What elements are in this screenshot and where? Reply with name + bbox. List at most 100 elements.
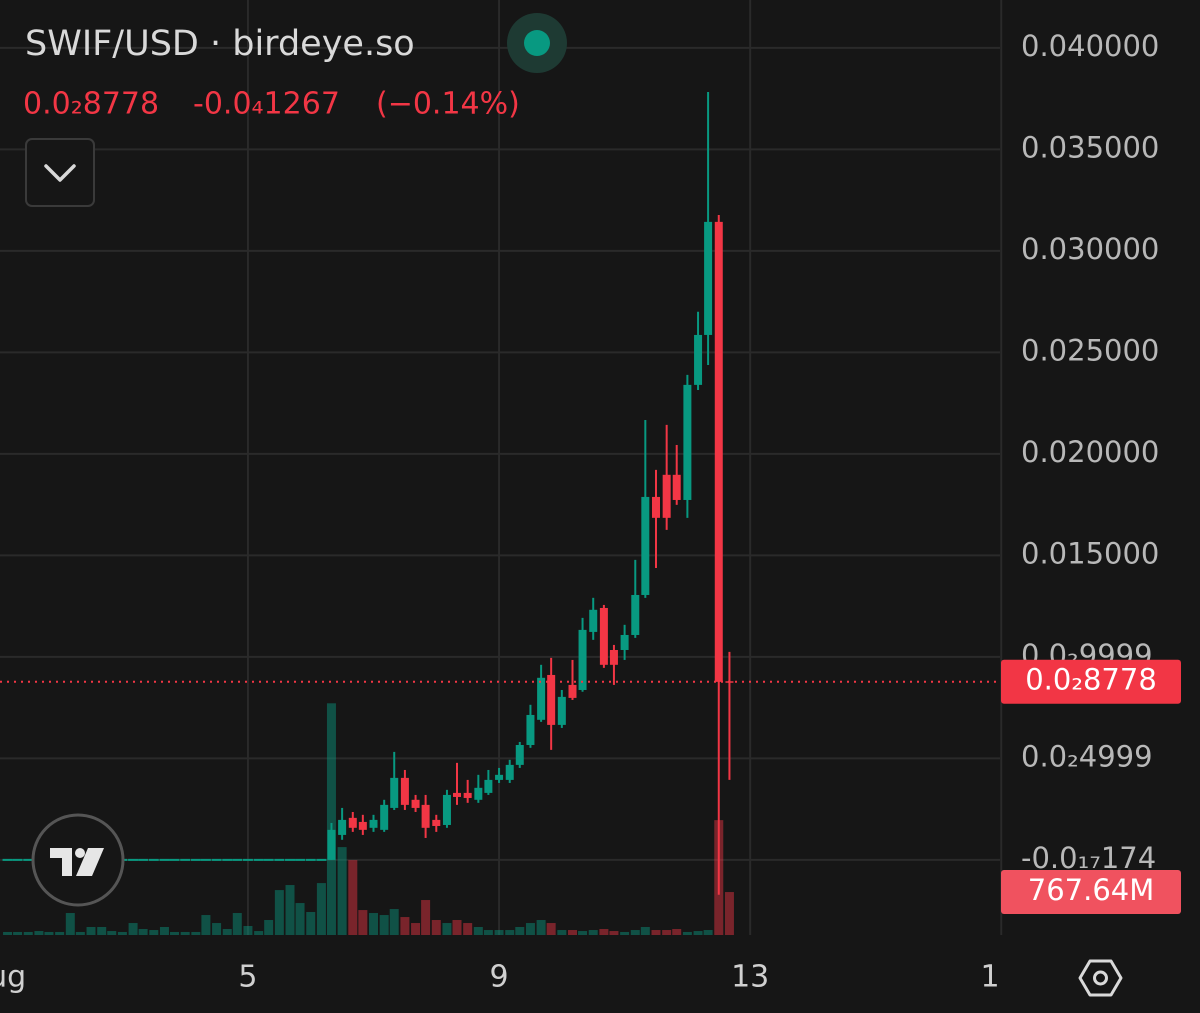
volume-bar [222,929,232,935]
volume-bar [525,923,535,935]
volume-bar [55,931,65,935]
volume-bar [13,931,23,935]
volume-bar [578,931,588,935]
volume-bar [3,931,13,935]
volume-bar [515,926,525,935]
volume-bar [693,931,703,935]
volume-bar [285,885,295,935]
volume-bar [609,931,619,935]
volume-bar [306,912,316,935]
volume-bar [411,923,421,935]
volume-bar [254,931,264,935]
volume-bar [483,930,493,935]
axis-tags: 0.0₂8778 767.64M [0,659,1181,915]
status-dot [524,30,550,56]
volume-bar [536,920,546,935]
candle-body [369,819,378,828]
price-change-pct: (−0.14%) [376,87,520,122]
candle-body [599,607,608,665]
x-tick-label: 9 [490,960,509,995]
volume-bar [295,903,305,935]
volume-bar [138,929,148,935]
candle-body [694,334,703,385]
candle-body [358,821,367,830]
tradingview-logo[interactable] [31,813,125,907]
volume-bar [326,703,336,935]
y-tick-label: 0.030000 [1021,232,1159,266]
volume-bar [473,926,483,935]
candle-body [432,819,441,826]
volume-bar [337,847,347,935]
volume-bar [494,930,504,935]
volume-bar [212,923,222,935]
volume-bar [505,930,515,935]
chart-title: SWIF/USD · birdeye.so [25,24,415,64]
volume-bar [724,892,734,935]
x-tick-label: Aug [0,960,26,995]
candle-body [651,496,660,518]
price-tag-label: 0.0₂8778 [1025,663,1157,697]
settings-button[interactable] [1078,959,1123,997]
volume-bar [191,931,201,935]
candle-body [463,792,472,798]
volume-bar [389,909,399,935]
x-tick-label: 13 [731,960,769,995]
volume-bar [75,931,85,935]
settings-center [1093,970,1108,986]
volume-bar [682,931,692,935]
chevron-icon [44,164,76,182]
candle-body [505,764,514,780]
volume-bar [599,929,609,935]
candle-body [526,714,535,745]
volume-bar [348,860,358,935]
candle-body [714,221,723,682]
volume-bar [662,930,672,935]
grid [0,0,1003,935]
volume-bar [400,917,410,935]
volume-bar [159,926,169,935]
volume-tag [1001,870,1181,915]
volume-bar [232,913,242,935]
candle-body [537,677,546,720]
collapse-button[interactable] [25,138,95,207]
collapse-box [25,138,95,207]
volume-bar [264,920,274,935]
candle-body [609,649,618,665]
volume-bar [703,930,713,935]
candle-body [421,804,430,828]
volume-bar [640,926,650,935]
candle-body [578,629,587,690]
candle-body [484,779,493,793]
candle-body [442,794,451,825]
volume-bar [568,930,578,935]
candle-body [557,696,566,725]
candle-body [390,777,399,808]
y-tick-label: -0.0₁₇174 [1021,841,1156,875]
volume-bar [65,913,75,935]
candle-body [589,609,598,632]
volume-bar [149,930,159,935]
axis: 0.040000 0.035000 0.030000 0.025000 0.020000… [0,29,1159,995]
volume-bar [274,890,284,935]
candle-body [400,777,409,805]
y-tick-label: 0.015000 [1021,536,1159,570]
volume-pane [3,703,734,935]
volume-bar [107,931,117,935]
candle-body [620,634,629,650]
volume-bar [620,931,630,935]
volume-bar [34,931,44,935]
price-change: -0.0₄1267 [193,87,340,122]
candle-body [662,474,671,518]
x-tick-label: 1 [980,960,999,995]
price-tag [1001,659,1181,704]
volume-bar [23,931,33,935]
candle-body [631,594,640,635]
volume-bar [452,920,462,935]
y-tick-label: 0.020000 [1021,435,1159,469]
volume-bar [431,920,441,935]
candle-body [568,684,577,698]
volume-bar [316,883,326,935]
candle-body [452,792,461,797]
y-tick-label: 0.0₂4999 [1021,739,1153,773]
